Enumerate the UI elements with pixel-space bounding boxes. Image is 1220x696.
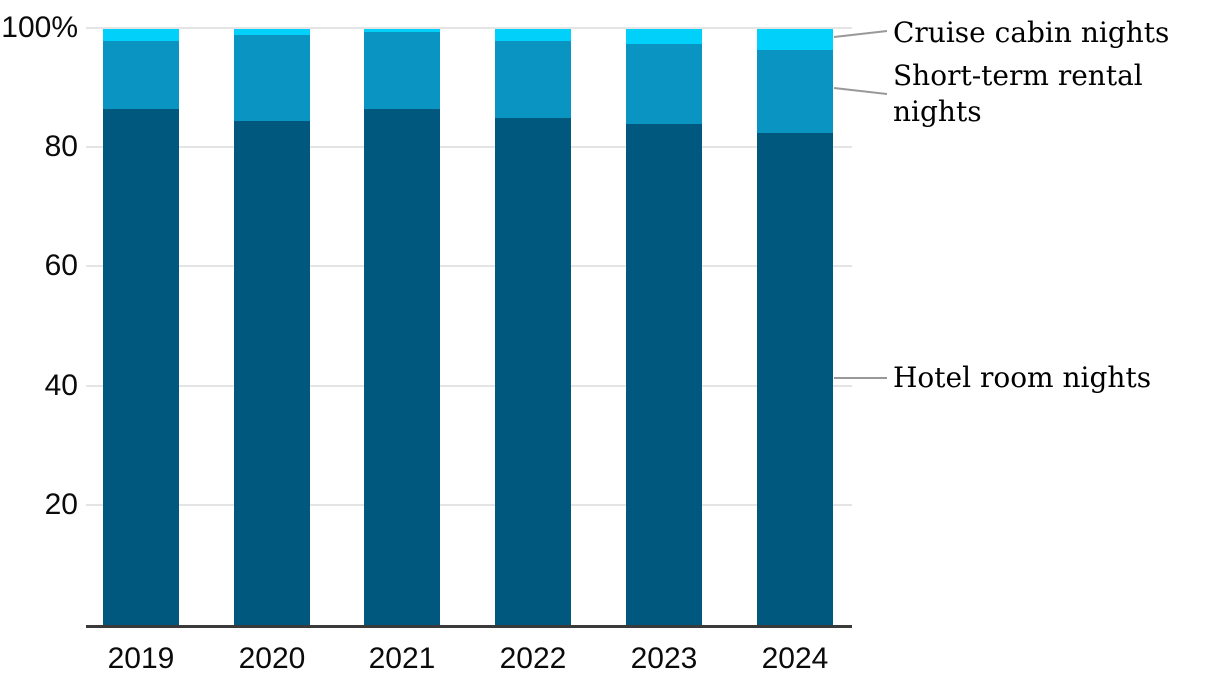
- y-tick-label-100: 100%: [1, 11, 78, 44]
- bar-2021: [364, 29, 440, 625]
- bar-segment-2022-short-term-rental-nights: [495, 40, 571, 119]
- leader-line-short-term: [833, 87, 888, 95]
- gridline-20: [86, 503, 852, 506]
- x-tick-label-2023: 2023: [630, 642, 698, 675]
- gridline-100: [86, 27, 852, 29]
- bar-segment-2021-cruise-cabin-nights: [364, 29, 440, 32]
- bar-segment-2020-short-term-rental-nights: [234, 34, 310, 122]
- bar-segment-2020-cruise-cabin-nights: [234, 29, 310, 35]
- gridline-60: [86, 265, 852, 268]
- x-tick-label-2020: 2020: [238, 642, 306, 675]
- x-axis-line: [86, 625, 852, 628]
- bar-2019: [103, 29, 179, 625]
- gridline-40: [86, 384, 852, 387]
- y-tick-label-40: 40: [44, 368, 78, 402]
- leader-line-cruise: [833, 30, 888, 38]
- bar-segment-2019-short-term-rental-nights: [103, 40, 179, 110]
- bar-segment-2022-cruise-cabin-nights: [495, 29, 571, 41]
- bar-segment-2021-hotel-room-nights: [364, 109, 440, 625]
- bar-2023: [626, 29, 702, 625]
- bar-segment-2021-short-term-rental-nights: [364, 32, 440, 110]
- bar-segment-2020-hotel-room-nights: [234, 121, 310, 625]
- x-tick-label-2024: 2024: [761, 642, 829, 675]
- x-tick-label-2019: 2019: [107, 642, 175, 675]
- bar-2024: [757, 29, 833, 625]
- y-tick-label-20: 20: [44, 487, 78, 521]
- bar-segment-2023-cruise-cabin-nights: [626, 29, 702, 44]
- bar-2022: [495, 29, 571, 625]
- x-tick-label-2022: 2022: [499, 642, 567, 675]
- bar-2020: [234, 29, 310, 625]
- bar-segment-2024-hotel-room-nights: [757, 133, 833, 625]
- bar-segment-2024-short-term-rental-nights: [757, 49, 833, 134]
- gridline-80: [86, 146, 852, 149]
- bar-segment-2019-cruise-cabin-nights: [103, 29, 179, 41]
- bar-segment-2019-hotel-room-nights: [103, 109, 179, 625]
- y-tick-label-80: 80: [44, 130, 78, 164]
- bar-segment-2024-cruise-cabin-nights: [757, 29, 833, 50]
- y-tick-label-60: 60: [44, 249, 78, 283]
- bar-segment-2023-short-term-rental-nights: [626, 43, 702, 125]
- series-label-short-term-rental-nights: Short-term rental nights: [893, 59, 1143, 128]
- x-tick-label-2021: 2021: [368, 642, 436, 675]
- series-label-cruise-cabin-nights: Cruise cabin nights: [893, 16, 1170, 49]
- series-label-hotel-room-nights: Hotel room nights: [893, 361, 1152, 394]
- bar-segment-2022-hotel-room-nights: [495, 118, 571, 625]
- bar-segment-2023-hotel-room-nights: [626, 124, 702, 625]
